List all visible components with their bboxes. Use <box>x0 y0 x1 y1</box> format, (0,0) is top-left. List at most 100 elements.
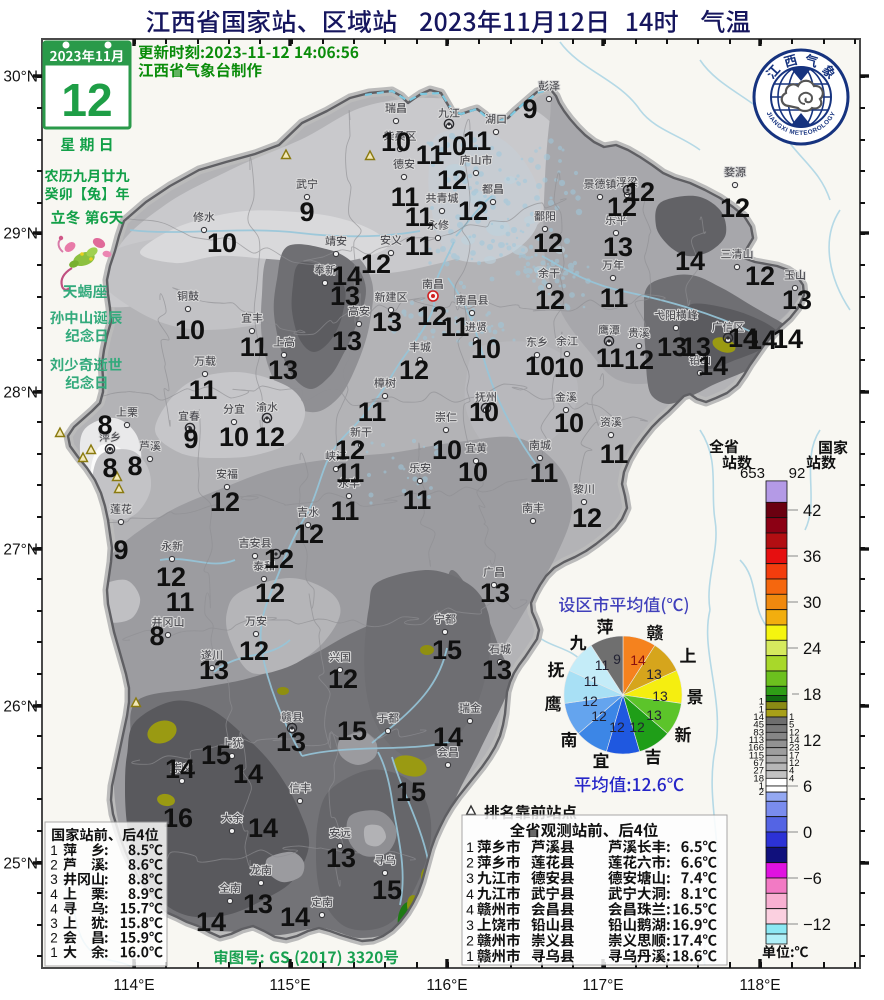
svg-text:8: 8 <box>127 451 142 481</box>
svg-text:10: 10 <box>554 353 584 383</box>
svg-text:14: 14 <box>165 754 195 784</box>
svg-text:14: 14 <box>773 324 803 354</box>
svg-text:11: 11 <box>595 657 610 673</box>
svg-text:5: 5 <box>789 720 794 731</box>
svg-text:12: 12 <box>625 177 655 207</box>
svg-text:10: 10 <box>175 315 205 345</box>
svg-text:4: 4 <box>50 887 58 902</box>
svg-text:13: 13 <box>332 326 362 356</box>
svg-text:10: 10 <box>432 435 462 465</box>
svg-text:11: 11 <box>405 202 434 232</box>
svg-text:12: 12 <box>720 193 750 223</box>
svg-text:12: 12 <box>591 708 607 724</box>
svg-text:116°E: 116°E <box>426 977 467 994</box>
svg-text:15: 15 <box>372 875 402 905</box>
svg-text:14: 14 <box>728 323 758 353</box>
svg-text:3: 3 <box>50 916 58 931</box>
svg-text:13: 13 <box>199 655 229 685</box>
svg-text:11: 11 <box>240 332 269 362</box>
svg-text:11: 11 <box>358 397 387 427</box>
svg-text:1: 1 <box>466 948 474 964</box>
svg-text:14: 14 <box>233 759 263 789</box>
svg-text:115: 115 <box>749 750 764 761</box>
svg-text:42: 42 <box>803 502 821 520</box>
svg-text:8: 8 <box>102 453 117 483</box>
svg-text:12: 12 <box>533 228 563 258</box>
svg-text:12: 12 <box>61 74 112 126</box>
svg-text:1: 1 <box>759 697 764 708</box>
svg-text:12: 12 <box>789 727 800 738</box>
svg-text:83: 83 <box>753 727 764 738</box>
svg-text:11: 11 <box>189 375 218 405</box>
svg-text:12: 12 <box>239 636 269 666</box>
svg-text:13: 13 <box>243 889 273 919</box>
svg-text:9: 9 <box>522 94 537 124</box>
svg-text:13: 13 <box>657 332 687 362</box>
svg-text:13: 13 <box>480 578 510 608</box>
svg-text:13: 13 <box>276 727 306 757</box>
svg-text:11: 11 <box>600 439 629 469</box>
svg-text:2: 2 <box>50 931 58 946</box>
svg-text:30: 30 <box>803 594 821 612</box>
svg-text:10: 10 <box>437 131 467 161</box>
svg-text:14: 14 <box>630 652 646 668</box>
svg-text:12: 12 <box>417 301 447 331</box>
svg-text:12: 12 <box>607 192 637 222</box>
svg-text:11: 11 <box>331 496 360 526</box>
svg-text:4: 4 <box>50 901 58 916</box>
svg-text:11: 11 <box>530 458 559 488</box>
svg-text:13: 13 <box>646 666 662 682</box>
svg-text:12: 12 <box>264 544 294 574</box>
svg-text:3: 3 <box>466 870 474 886</box>
svg-text:12: 12 <box>582 693 598 709</box>
svg-text:13: 13 <box>330 281 360 311</box>
svg-text:12: 12 <box>629 719 645 735</box>
svg-text:14: 14 <box>675 246 705 276</box>
svg-text:11: 11 <box>405 231 434 261</box>
svg-text:10: 10 <box>471 334 501 364</box>
svg-text:11: 11 <box>596 343 625 373</box>
svg-text:14: 14 <box>433 722 463 752</box>
svg-text:11: 11 <box>463 126 492 156</box>
svg-text:17: 17 <box>789 750 800 761</box>
svg-text:15: 15 <box>396 777 426 807</box>
svg-text:10: 10 <box>554 408 584 438</box>
svg-text:12: 12 <box>399 355 429 385</box>
svg-text:−6: −6 <box>803 870 822 888</box>
svg-text:14: 14 <box>789 735 800 746</box>
svg-text:45: 45 <box>753 720 764 731</box>
svg-text:13: 13 <box>603 232 633 262</box>
svg-text:13: 13 <box>326 843 356 873</box>
svg-text:2: 2 <box>50 858 58 873</box>
svg-text:15: 15 <box>432 635 462 665</box>
svg-text:8: 8 <box>97 410 112 440</box>
svg-text:4: 4 <box>789 773 794 784</box>
svg-text:13: 13 <box>646 707 662 723</box>
svg-text:11: 11 <box>441 312 470 342</box>
svg-text:16: 16 <box>163 803 193 833</box>
svg-text:15: 15 <box>201 740 231 770</box>
svg-text:1: 1 <box>759 781 764 792</box>
svg-text:12: 12 <box>361 249 391 279</box>
svg-text:23: 23 <box>789 743 800 754</box>
svg-text:9: 9 <box>613 651 621 667</box>
svg-text:9: 9 <box>299 197 314 227</box>
svg-text:12: 12 <box>609 719 625 735</box>
svg-text:11: 11 <box>336 458 365 488</box>
svg-text:12: 12 <box>624 345 654 375</box>
svg-text:11: 11 <box>166 587 195 617</box>
svg-text:14: 14 <box>698 351 728 381</box>
svg-text:12: 12 <box>437 165 467 195</box>
svg-text:114°E: 114°E <box>113 977 154 994</box>
svg-text:24: 24 <box>803 640 821 658</box>
svg-text:2: 2 <box>466 933 474 949</box>
svg-text:12: 12 <box>572 503 602 533</box>
svg-text:25°N: 25°N <box>3 856 38 873</box>
svg-text:4: 4 <box>466 901 474 917</box>
svg-text:14: 14 <box>196 907 226 937</box>
svg-text:115°E: 115°E <box>269 977 310 994</box>
svg-text:92: 92 <box>789 465 806 482</box>
svg-text:0: 0 <box>803 824 812 842</box>
svg-text:166: 166 <box>748 743 764 754</box>
svg-text:11: 11 <box>403 485 432 515</box>
